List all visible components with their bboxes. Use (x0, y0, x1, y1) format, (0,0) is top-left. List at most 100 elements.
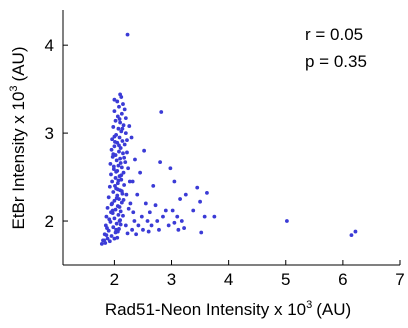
scatter-point (158, 160, 163, 165)
scatter-point (129, 135, 134, 140)
scatter-point (110, 179, 115, 184)
scatter-point (153, 203, 158, 208)
scatter-point (111, 190, 116, 194)
scatter-point (143, 201, 148, 206)
x-axis-ticks: 2 3 4 5 6 7 (110, 260, 405, 289)
scatter-point (107, 239, 112, 244)
scatter-point (125, 32, 130, 37)
scatter-point (111, 167, 116, 172)
scatter-point (121, 213, 125, 218)
scatter-point (119, 111, 124, 116)
scatter-point (105, 226, 109, 230)
scatter-point (113, 207, 118, 212)
scatter-point (116, 163, 121, 168)
scatter-point (112, 198, 117, 203)
scatter-point (107, 184, 112, 189)
scatter-point (110, 137, 115, 142)
scatter-point (141, 227, 145, 232)
scatter-point (114, 158, 119, 163)
scatter-point (123, 116, 128, 121)
scatter-point (122, 142, 127, 147)
scatter-point (138, 170, 143, 175)
scatter-point (161, 214, 165, 219)
scatter-point (118, 161, 123, 165)
scatter-point (113, 118, 118, 123)
scatter-point (112, 236, 117, 241)
scatter-point (111, 152, 116, 157)
scatter-point (142, 148, 147, 153)
scatter-point (176, 227, 181, 232)
scatter-point (113, 139, 117, 144)
scatter-point (116, 178, 121, 183)
scatter-point (117, 135, 122, 140)
scatter-point (102, 238, 107, 243)
x-tick-label: 2 (110, 270, 119, 289)
scatter-point (128, 201, 133, 206)
scatter-point (121, 123, 126, 128)
scatter-point (109, 234, 114, 238)
scatter-point (126, 206, 131, 211)
scatter-point (195, 185, 200, 190)
scatter-point (105, 236, 110, 241)
scatter-point (132, 219, 137, 223)
scatter-point (117, 149, 121, 154)
scatter-point (135, 192, 140, 197)
scatter-point (112, 109, 117, 114)
scatter-point (110, 201, 115, 206)
scatter-point (125, 138, 129, 143)
scatter-point (122, 155, 127, 160)
scatter-point (178, 197, 182, 201)
x-axis-label-text: Rad51-Neon Intensity x 10 (105, 300, 306, 319)
scatter-point (172, 179, 177, 184)
scatter-point (115, 99, 120, 104)
scatter-point (113, 183, 117, 188)
scatter-point (212, 214, 217, 219)
scatter-point (111, 125, 116, 129)
scatter-point (131, 210, 136, 215)
scatter-point (120, 126, 125, 131)
scatter-point (183, 192, 188, 197)
scatter-point (147, 210, 152, 215)
x-tick-label: 5 (281, 270, 290, 289)
scatter-point (127, 179, 132, 184)
y-axis-label-unit: (AU) (9, 46, 28, 81)
scatter-point (120, 139, 125, 143)
scatter-point (105, 205, 110, 210)
scatter-point (109, 147, 114, 152)
x-tick-label: 4 (224, 270, 233, 289)
scatter-point (166, 223, 171, 228)
scatter-point (175, 214, 180, 219)
scatter-point (99, 241, 104, 246)
x-axis-label-exponent: 3 (306, 299, 312, 311)
scatter-point (182, 226, 186, 230)
scatter-point (125, 150, 129, 155)
scatter-point (168, 166, 173, 171)
scatter-point (119, 177, 124, 182)
scatter-point (285, 219, 289, 223)
scatter-point (118, 156, 123, 161)
data-points (99, 32, 358, 246)
x-axis-label-unit: (AU) (316, 300, 351, 319)
scatter-point (114, 227, 119, 232)
scatter-point (151, 183, 156, 188)
scatter-point (121, 198, 126, 202)
scatter-point (119, 189, 124, 194)
x-tick-label: 3 (167, 270, 176, 289)
scatter-point (112, 144, 117, 149)
scatter-point (121, 170, 126, 175)
scatter-point (123, 131, 128, 136)
scatter-point (130, 227, 135, 232)
scatter-point (119, 165, 124, 170)
scatter-point (145, 219, 150, 223)
scatter-point (112, 134, 117, 139)
scatter-point (104, 233, 109, 238)
scatter-point (198, 199, 202, 204)
scatter-point (136, 223, 141, 228)
scatter-point (117, 104, 121, 109)
scatter-point (116, 126, 121, 131)
scatter-point (349, 233, 354, 238)
correlation-r-annotation: r = 0.05 (305, 25, 363, 44)
scatter-point (123, 223, 128, 228)
scatter-point (108, 161, 113, 166)
scatter-point (124, 192, 129, 197)
